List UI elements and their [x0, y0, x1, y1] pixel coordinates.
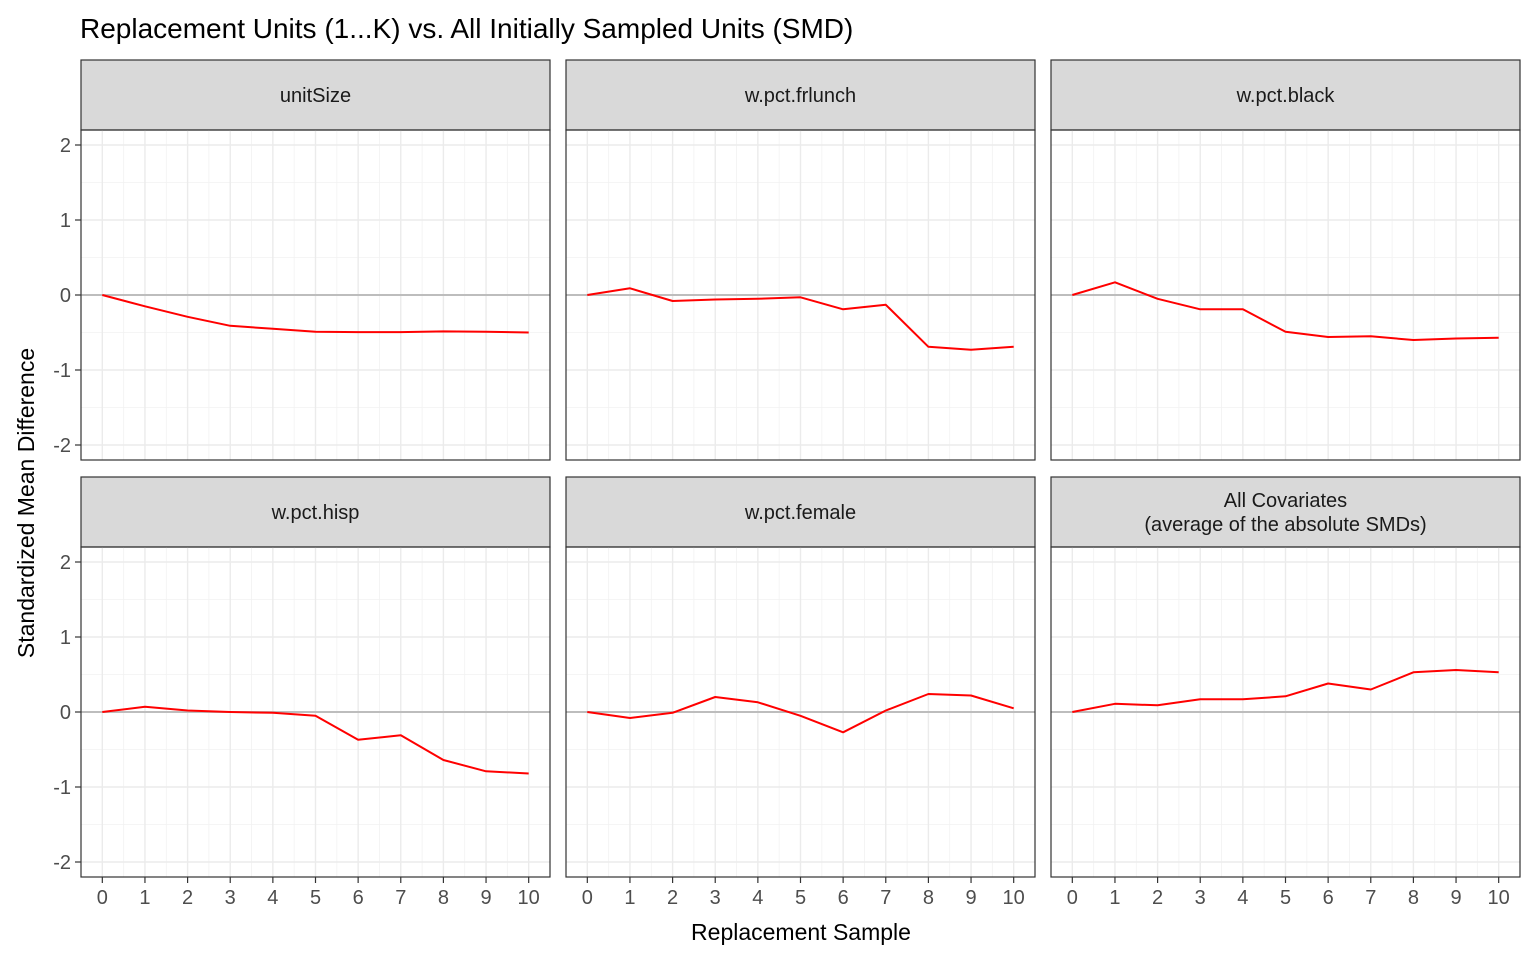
panel-frame	[565, 129, 1036, 461]
chart-title: Replacement Units (1...K) vs. All Initia…	[80, 13, 853, 44]
facet-strip	[1050, 476, 1521, 548]
y-tick-label: -2	[53, 852, 71, 874]
x-tick-label: 10	[1488, 887, 1510, 909]
facet-strip-label: All Covariates	[1224, 490, 1347, 512]
series-line	[102, 294, 529, 334]
x-tick-label: 1	[624, 887, 635, 909]
x-tick-label: 8	[923, 887, 934, 909]
x-tick-label: 3	[225, 887, 236, 909]
x-tick-label: 9	[480, 887, 491, 909]
y-tick-label: -1	[53, 777, 71, 799]
y-tick-label: -1	[53, 360, 71, 382]
facet-panel: All Covariates(average of the absolute S…	[1050, 476, 1521, 909]
x-tick-label: 9	[965, 887, 976, 909]
series-line	[587, 693, 1014, 734]
x-tick-label: 6	[838, 887, 849, 909]
y-tick-label: 0	[60, 285, 71, 307]
facet-panel: w.pct.frlunch	[565, 59, 1036, 461]
facet-strip-label: w.pct.black	[1236, 85, 1336, 107]
series-line	[1072, 281, 1499, 341]
x-tick-label: 0	[1067, 887, 1078, 909]
x-axis-title: Replacement Sample	[691, 919, 911, 945]
y-tick-label: 1	[60, 627, 71, 649]
facet-strip-label: (average of the absolute SMDs)	[1144, 514, 1426, 536]
facet-panel: w.pct.female 0 1 2 3 4 5 6 7 8 9 10	[565, 476, 1036, 909]
facet-strip	[1050, 59, 1521, 131]
x-tick-label: 10	[518, 887, 540, 909]
x-tick-label: 3	[1195, 887, 1206, 909]
x-tick-label: 2	[667, 887, 678, 909]
x-tick-label: 9	[1450, 887, 1461, 909]
y-tick-label: 1	[60, 210, 71, 232]
x-tick-label: 2	[182, 887, 193, 909]
series-line	[102, 705, 529, 775]
x-tick-label: 8	[1408, 887, 1419, 909]
x-tick-label: 4	[267, 887, 278, 909]
x-tick-label: 6	[353, 887, 364, 909]
facet-strip	[80, 59, 551, 131]
facet-strip-label: w.pct.female	[744, 502, 856, 524]
x-tick-label: 5	[310, 887, 321, 909]
x-tick-label: 7	[395, 887, 406, 909]
series-line	[587, 287, 1014, 351]
x-tick-label: 1	[1109, 887, 1120, 909]
x-tick-label: 2	[1152, 887, 1163, 909]
x-tick-label: 4	[1237, 887, 1248, 909]
x-tick-label: 1	[139, 887, 150, 909]
y-tick-label: 2	[60, 135, 71, 157]
facet-strip-label: unitSize	[280, 85, 351, 107]
panel-frame	[1050, 129, 1521, 461]
x-tick-label: 8	[438, 887, 449, 909]
facet-strip-label: w.pct.hisp	[271, 502, 360, 524]
x-tick-label: 7	[1365, 887, 1376, 909]
x-tick-label: 10	[1003, 887, 1025, 909]
facet-strip	[80, 476, 551, 548]
facet-strip-label: w.pct.frlunch	[744, 85, 856, 107]
x-tick-label: 4	[752, 887, 763, 909]
facet-panel: w.pct.hisp -2 -1 0 1 2 0 1 2 3 4 5 6 7 8 9 10	[53, 476, 551, 909]
x-tick-label: 0	[582, 887, 593, 909]
x-tick-label: 7	[880, 887, 891, 909]
series-line	[1072, 669, 1499, 713]
x-tick-label: 3	[710, 887, 721, 909]
y-tick-label: 0	[60, 702, 71, 724]
panels-layer: unitSize -2 -1 0 1 2 w.pct.frlunch w.pct.black w…	[53, 59, 1521, 909]
gridlines	[1051, 130, 1520, 460]
facet-strip	[565, 476, 1036, 548]
x-tick-label: 5	[795, 887, 806, 909]
facet-panel: unitSize -2 -1 0 1 2	[53, 59, 551, 461]
x-tick-label: 6	[1323, 887, 1334, 909]
x-tick-label: 5	[1280, 887, 1291, 909]
y-axis-title: Standardized Mean Difference	[13, 348, 39, 658]
facet-panel: w.pct.black	[1050, 59, 1521, 461]
x-tick-label: 0	[97, 887, 108, 909]
y-tick-label: -2	[53, 435, 71, 457]
y-tick-label: 2	[60, 552, 71, 574]
